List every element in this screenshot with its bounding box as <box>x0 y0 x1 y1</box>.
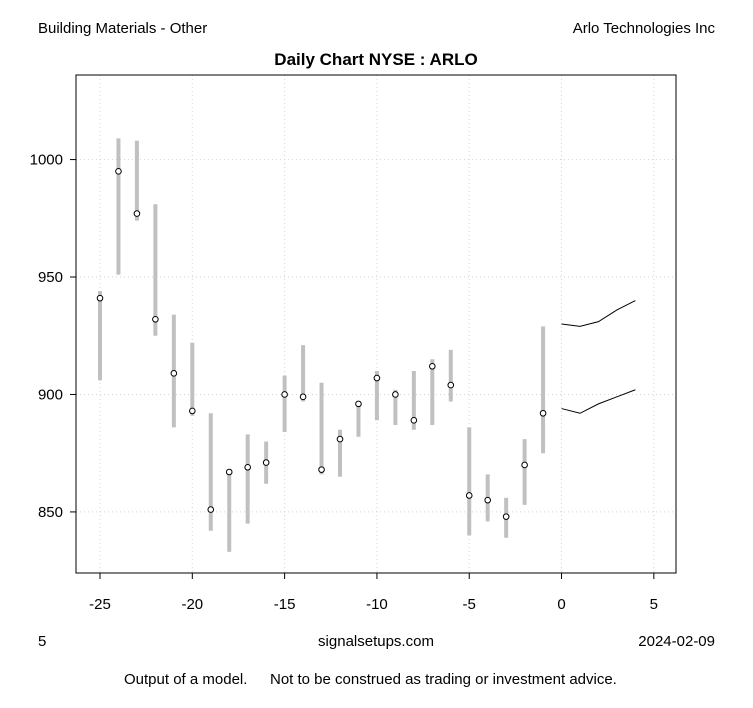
grid <box>76 75 676 573</box>
y-tick-label: 1000 <box>30 152 63 169</box>
close-marker <box>410 417 418 424</box>
x-tick-label: -20 <box>181 596 203 613</box>
footer-date: 2024-02-09 <box>638 633 715 650</box>
y-tick-label: 900 <box>38 386 63 403</box>
close-marker <box>207 506 215 513</box>
close-marker <box>318 466 325 473</box>
close-marker <box>355 400 362 408</box>
close-markers <box>96 168 547 520</box>
close-marker <box>189 407 196 415</box>
x-tick-label: 0 <box>557 596 565 613</box>
x-tick-label: -25 <box>89 596 111 613</box>
close-marker <box>429 362 436 370</box>
footer-source: signalsetups.com <box>318 633 434 650</box>
x-tick-label: 5 <box>650 596 658 613</box>
y-tick-label: 950 <box>38 269 63 286</box>
close-marker <box>484 496 491 504</box>
close-marker <box>170 370 178 377</box>
plot-frame <box>75 74 677 574</box>
header-company: Arlo Technologies Inc <box>572 20 715 37</box>
close-marker <box>521 461 528 469</box>
y-tick-label: 850 <box>38 504 63 521</box>
close-marker <box>262 459 270 466</box>
forecast-line <box>561 300 636 327</box>
close-marker <box>373 374 381 382</box>
close-marker <box>447 381 455 389</box>
disclaimer-advice: Not to be construed as trading or invest… <box>270 671 617 688</box>
close-marker <box>281 391 288 398</box>
close-marker <box>96 294 104 302</box>
x-tick-label: -10 <box>366 596 388 613</box>
forecast-line <box>561 389 636 414</box>
close-marker <box>133 210 141 217</box>
close-marker <box>392 391 399 398</box>
range-bars <box>98 138 546 552</box>
close-marker <box>152 316 159 323</box>
close-marker <box>465 492 473 499</box>
axes: -25 -20 -15 -10 -5 0 5 850 900 950 1000 <box>30 152 658 613</box>
close-marker <box>336 435 344 443</box>
x-tick-label: -5 <box>463 596 476 613</box>
close-marker <box>539 409 547 417</box>
close-marker <box>502 513 510 520</box>
footer-left: 5 <box>38 633 47 650</box>
close-marker <box>225 468 233 476</box>
forecast-lines <box>561 300 636 414</box>
chart-title: Daily Chart NYSE : ARLO <box>274 50 477 69</box>
close-marker <box>299 393 307 401</box>
disclaimer-model: Output of a model. <box>124 671 248 688</box>
close-marker <box>244 463 251 471</box>
header-category: Building Materials - Other <box>38 20 208 37</box>
close-marker <box>115 168 122 175</box>
x-tick-label: -15 <box>274 596 296 613</box>
